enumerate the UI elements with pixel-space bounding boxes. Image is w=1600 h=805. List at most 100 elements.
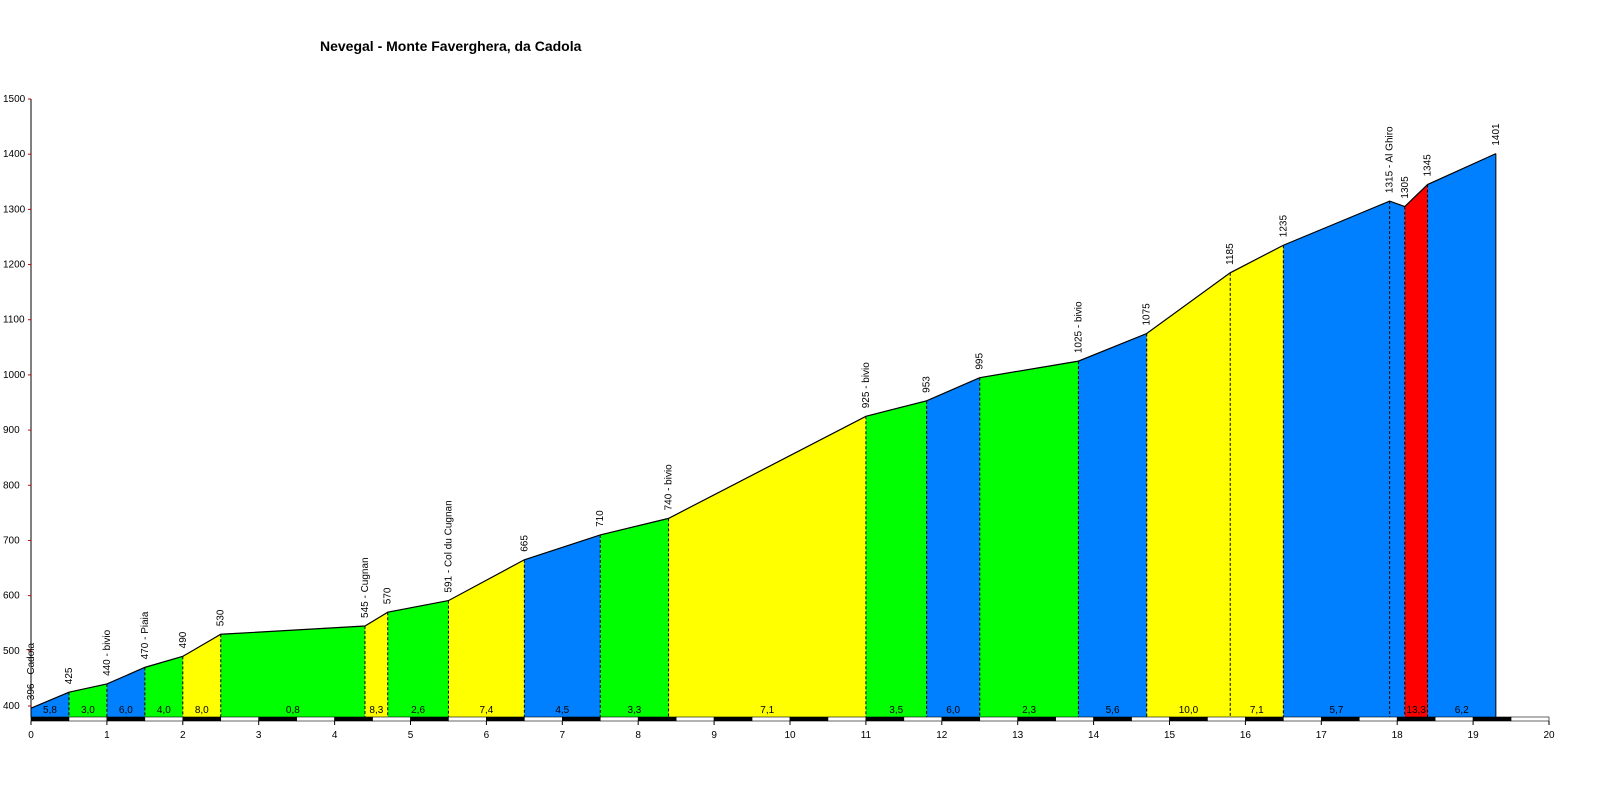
km-bar-cell — [524, 716, 563, 722]
gradient-label: 2,3 — [1022, 705, 1036, 716]
elevation-label: 396 - Cadola — [26, 643, 37, 701]
segment-area-21 — [1427, 153, 1496, 717]
km-bar-cell — [865, 716, 905, 722]
axes: 4005006007008009001000110012001300140015… — [3, 94, 1555, 741]
km-bar-cell — [1358, 716, 1398, 722]
elevation-label: 425 — [64, 667, 75, 684]
x-tick-label: 13 — [1012, 730, 1024, 741]
km-bar-cell — [1131, 716, 1170, 722]
gradient-label: 6,2 — [1455, 705, 1469, 716]
km-bar-cell — [182, 716, 222, 722]
elevation-label: 1345 — [1423, 154, 1434, 177]
km-bar-cell — [1093, 716, 1132, 722]
km-bar-cell — [1396, 716, 1436, 722]
km-bar-cell — [1207, 716, 1246, 722]
y-tick-label: 1400 — [3, 149, 26, 160]
gradient-label: 8,3 — [369, 705, 383, 716]
gradient-label: 4,5 — [555, 705, 569, 716]
y-tick-label: 700 — [3, 535, 20, 546]
segment-area-20 — [1404, 184, 1428, 718]
x-tick-label: 9 — [711, 730, 717, 741]
gradient-label: 3,5 — [889, 705, 903, 716]
y-tick-label: 1200 — [3, 260, 26, 271]
segment-area-12 — [865, 400, 927, 717]
segment-area-11 — [668, 416, 866, 717]
y-tick-label: 1300 — [3, 204, 26, 215]
x-tick-label: 11 — [861, 730, 872, 741]
elevation-label: 740 - bivio — [664, 464, 675, 511]
segment-area-6 — [364, 612, 388, 717]
y-tick-label: 600 — [3, 591, 20, 602]
x-tick-label: 3 — [256, 730, 262, 741]
x-tick-label: 12 — [936, 730, 948, 741]
profile-line-group — [30, 153, 1497, 709]
y-tick-label: 500 — [3, 646, 20, 657]
y-tick-label: 1500 — [3, 94, 26, 105]
x-tick-label: 8 — [635, 730, 641, 741]
segment-area-7 — [387, 600, 449, 717]
x-tick-label: 4 — [332, 730, 338, 741]
gradient-labels: 5,8 3,0 6,0 4,0 8,0 0,8 8,3 2,6 7,4 4,5 3,3 7,1 3,5 6… — [43, 705, 1469, 716]
x-tick-label: 1 — [104, 730, 110, 741]
km-bar-cell — [448, 716, 487, 722]
elevation-label: 1315 - Al Ghiro — [1385, 126, 1396, 193]
km-bar-cell — [106, 716, 146, 722]
gradient-label: 5,8 — [43, 705, 57, 716]
km-bar-cell — [334, 716, 373, 722]
x-tick-label: 20 — [1543, 730, 1555, 741]
elevation-label: 1235 — [1278, 215, 1289, 238]
segment-area-10 — [600, 518, 669, 717]
elevation-label: 995 — [975, 353, 986, 370]
segment-area-16 — [1146, 272, 1231, 717]
segment-area-2 — [106, 667, 145, 717]
km-bar-cell — [637, 716, 677, 722]
elevation-label: 710 — [595, 510, 606, 527]
km-bar-cell — [410, 716, 449, 722]
elevation-label: 1401 — [1491, 123, 1502, 146]
segment-area-15 — [1078, 333, 1147, 717]
km-bar-cell — [1169, 716, 1208, 722]
chart-title: Nevegal - Monte Faverghera, da Cadola — [320, 38, 582, 54]
km-bar-cell — [1321, 716, 1360, 722]
gradient-label: 5,6 — [1106, 705, 1120, 716]
gradient-label: 7,1 — [760, 705, 774, 716]
x-tick-label: 16 — [1240, 730, 1252, 741]
segment-area-0 — [31, 692, 69, 717]
x-tick-label: 14 — [1088, 730, 1100, 741]
y-tick-label: 900 — [3, 425, 20, 436]
segment-area-14 — [979, 361, 1079, 717]
km-bar-cell — [144, 716, 184, 722]
km-bar-cell — [1510, 716, 1550, 722]
gradient-label: 4,0 — [157, 705, 171, 716]
segment-area-13 — [926, 377, 980, 717]
y-tick-label: 1000 — [3, 370, 26, 381]
segment-area-8 — [448, 559, 525, 717]
segment-area-18 — [1283, 201, 1390, 717]
elevation-label: 570 — [383, 587, 394, 604]
x-tick-label: 18 — [1392, 730, 1404, 741]
elevation-labels: 396 - Cadola 425 440 - bivio 470 - Piaia 490… — [26, 123, 1502, 700]
km-bar-cell — [941, 716, 981, 722]
segment-areas — [31, 153, 1496, 718]
elevation-label: 545 - Cugnan — [360, 557, 371, 618]
elevation-label: 490 — [178, 631, 189, 648]
km-bar-cell — [979, 716, 1019, 722]
gradient-label: 8,0 — [195, 705, 209, 716]
gradient-label: 5,7 — [1330, 705, 1344, 716]
segment-area-17 — [1230, 245, 1284, 717]
km-bar-cell — [372, 716, 411, 722]
x-tick-label: 15 — [1164, 730, 1176, 741]
km-bar-cell — [1283, 716, 1322, 722]
x-tick-label: 7 — [560, 730, 566, 741]
km-bar — [30, 716, 1550, 722]
km-bar-cell — [561, 716, 601, 722]
segment-area-9 — [524, 534, 601, 717]
km-bar-cell — [751, 716, 791, 722]
segment-area-1 — [68, 683, 107, 717]
km-bar-cell — [1434, 716, 1474, 722]
km-bar-cell — [258, 716, 297, 722]
km-bar-cell — [903, 716, 943, 722]
elevation-label: 1075 — [1142, 303, 1153, 326]
